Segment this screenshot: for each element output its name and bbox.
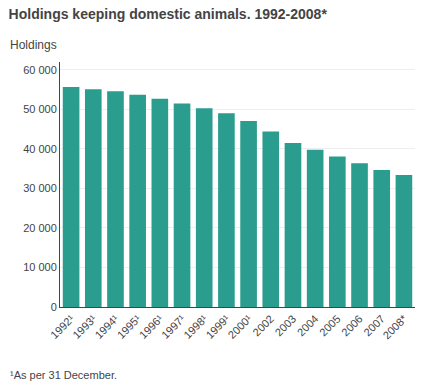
svg-text:1996¹: 1996¹	[137, 312, 166, 341]
svg-text:60 000: 60 000	[23, 64, 57, 76]
svg-text:2007: 2007	[361, 313, 387, 339]
svg-text:2008*: 2008*	[380, 312, 409, 341]
svg-text:1998¹: 1998¹	[181, 312, 210, 341]
svg-text:Holdings: Holdings	[10, 38, 57, 52]
svg-text:¹As per 31 December.: ¹As per 31 December.	[10, 369, 117, 381]
svg-text:1995¹: 1995¹	[115, 312, 144, 341]
svg-text:30 000: 30 000	[23, 182, 57, 194]
svg-text:50 000: 50 000	[23, 103, 57, 115]
svg-text:2005: 2005	[317, 313, 343, 339]
svg-text:2004: 2004	[295, 313, 321, 339]
svg-text:2003: 2003	[272, 313, 298, 339]
svg-text:40 000: 40 000	[23, 143, 57, 155]
svg-text:Holdings keeping domestic anim: Holdings keeping domestic animals. 1992-…	[9, 6, 328, 22]
svg-text:1994¹: 1994¹	[92, 312, 121, 341]
svg-text:0: 0	[51, 301, 57, 313]
svg-text:2006: 2006	[339, 313, 365, 339]
svg-text:2002: 2002	[250, 313, 276, 339]
svg-text:2000¹: 2000¹	[226, 312, 255, 341]
svg-text:1992¹: 1992¹	[48, 312, 77, 341]
svg-text:20 000: 20 000	[23, 222, 57, 234]
svg-text:1999¹: 1999¹	[203, 312, 232, 341]
svg-text:10 000: 10 000	[23, 261, 57, 273]
svg-text:1997¹: 1997¹	[159, 312, 188, 341]
svg-text:1993¹: 1993¹	[70, 312, 99, 341]
